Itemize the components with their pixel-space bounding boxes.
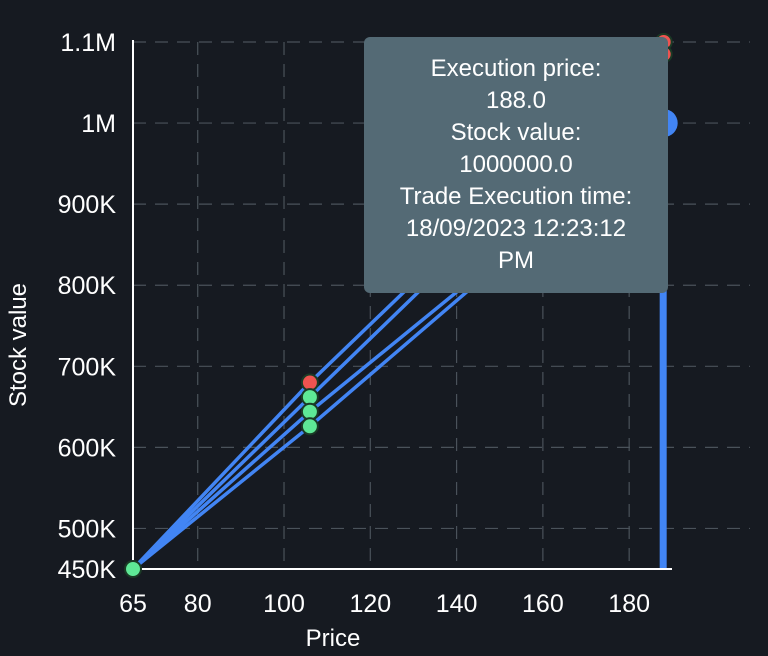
tooltip-price-value: 188.0 <box>485 87 547 114</box>
x-tick-label-5: 160 <box>522 590 564 618</box>
y-tick-label-4: 800K <box>58 272 117 300</box>
vertical-bar <box>659 123 667 570</box>
y-tick-label-7: 1.1M <box>60 29 116 57</box>
tooltip-time-suffix: PM <box>498 247 534 274</box>
y-tick-label-2: 600K <box>58 434 117 462</box>
x-tick-label-6: 180 <box>608 590 650 618</box>
tooltip-time-label: Trade Execution time: <box>399 183 633 210</box>
y-tick-label-0: 450K <box>58 556 117 584</box>
x-tick-label-4: 140 <box>436 590 478 618</box>
tooltip-value-label: Stock value: <box>450 119 582 146</box>
y-tick-label-6: 1M <box>81 110 116 138</box>
data-point-0[interactable] <box>124 560 142 578</box>
vertical-bars <box>659 123 667 570</box>
y-tick-label-5: 900K <box>58 191 117 219</box>
chart-tooltip: Execution price: 188.0 Stock value: 1000… <box>364 37 668 293</box>
x-tick-label-2: 100 <box>263 590 305 618</box>
y-axis-title: Stock value <box>5 283 32 407</box>
x-tick-label-3: 120 <box>349 590 391 618</box>
axes <box>132 40 672 570</box>
tooltip-time-value: 18/09/2023 12:23:12 <box>405 215 627 242</box>
tooltip-price-label: Execution price: <box>430 55 602 82</box>
x-axis-title: Price <box>306 625 361 652</box>
y-tick-label-3: 700K <box>58 353 117 381</box>
data-point-4[interactable] <box>300 417 319 436</box>
y-tick-label-1: 500K <box>58 515 117 543</box>
tooltip-value-value: 1000000.0 <box>459 151 573 178</box>
x-tick-label-1: 80 <box>184 590 212 618</box>
tick-labels: 65 80 100 120 140 160 180 450K 500K 600K 700K 800K 9… <box>58 29 650 618</box>
x-tick-label-0: 65 <box>119 590 147 618</box>
